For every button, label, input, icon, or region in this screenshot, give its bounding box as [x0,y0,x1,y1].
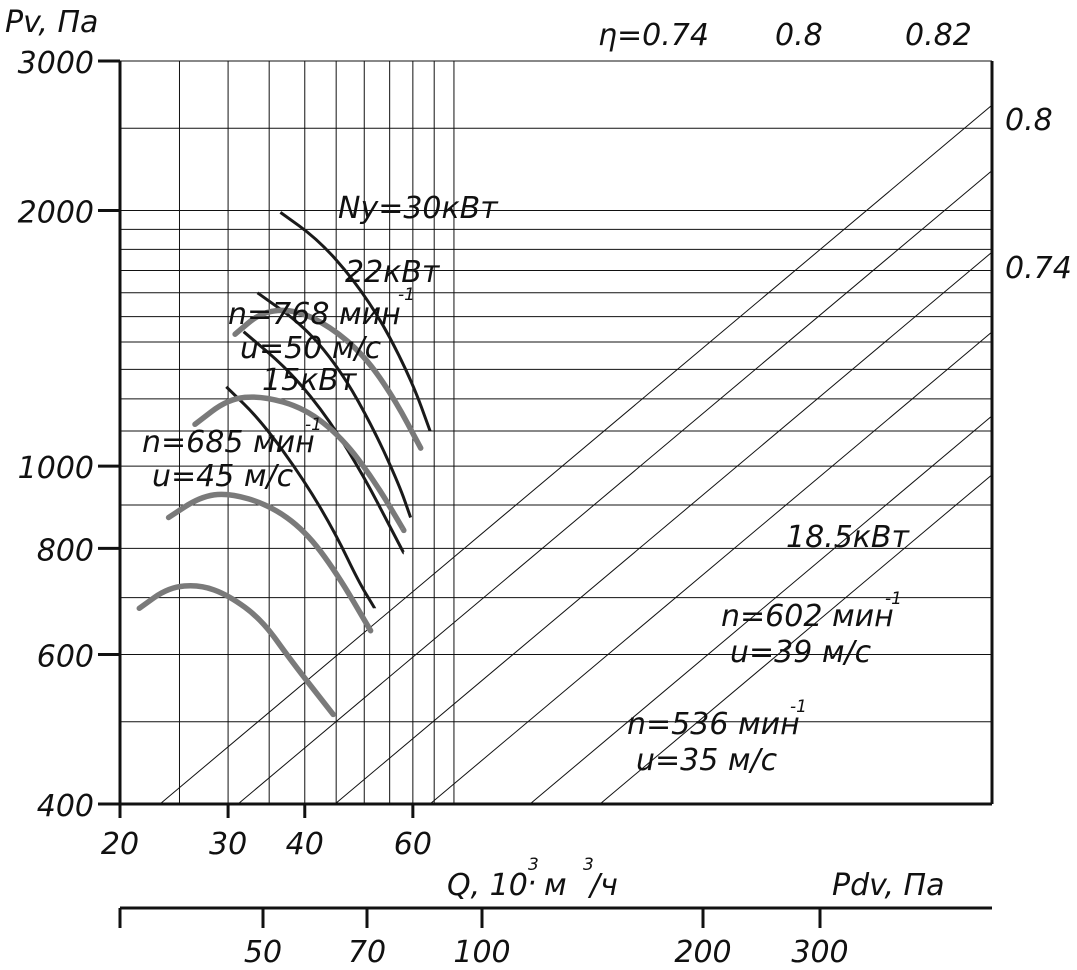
x-label-suffix: /ч [587,868,618,903]
y-tick-label-1000: 1000 [18,451,94,486]
secondary-axis-label: Pdv, Па [832,868,944,903]
x-tick-label-30: 30 [209,827,247,862]
speed-label-536-u: u=35 м/с [636,743,778,778]
x-label-mid: м [544,868,567,903]
efficiency-line-4 [429,331,993,805]
speed-label-768-n: n=768 мин [228,297,401,332]
speed-label-685-exp: -1 [305,415,322,435]
x-label-prefix: Q, 10 [447,868,528,903]
speed-label-685-n: n=685 мин [142,425,315,460]
eff-label-082-top: 0.82 [905,18,972,53]
eff-label-08-right: 0.8 [1005,103,1053,138]
eff-label-074-top: η=0.74 [598,18,709,53]
speed-label-685-u: u=45 м/с [152,459,294,494]
speed-curve-0 [232,307,424,451]
x-tick-label-40: 40 [286,827,324,862]
secondary-tick-label-100: 100 [453,935,510,970]
data-curves [136,211,432,718]
power-label-30: Ny=30кВт [338,191,499,226]
x-label-exp2: 3 [583,855,594,875]
efficiency-lines [159,104,993,805]
speed-label-602-exp: -1 [885,589,902,609]
eff-label-074-right: 0.74 [1005,251,1072,286]
efficiency-line-5 [529,415,993,805]
speed-label-536-exp: -1 [790,697,807,717]
x-axis-label: Q, 10 3 · м 3 /ч [447,855,618,903]
speed-label-602: n=602 мин -1 u=39 м/с [721,589,902,670]
y-tick-label-800: 800 [37,533,94,568]
eff-label-08-top: 0.8 [775,18,823,53]
speed-label-768-exp: -1 [398,285,415,305]
speed-label-768-u: u=50 м/с [240,331,382,366]
x-label-dot: · [527,866,537,901]
x-tick-label-60: 60 [394,827,432,862]
y-tick-label-600: 600 [37,639,94,674]
speed-curve-1 [192,394,407,534]
efficiency-line-6 [599,474,993,805]
power-curve-0 [279,211,432,432]
speed-curve-3 [136,583,336,718]
secondary-tick-label-300: 300 [791,935,848,970]
y-tick-label-3000: 3000 [18,46,94,81]
speed-label-685: n=685 мин -1 u=45 м/с [142,415,322,494]
speed-label-602-u: u=39 м/с [730,635,872,670]
secondary-tick-label-50: 50 [244,935,282,970]
y-tick-label-400: 400 [37,789,94,824]
secondary-tick-label-70: 70 [348,935,386,970]
axes [118,61,994,928]
y-axis-label: Pv, Па [5,5,98,40]
speed-label-536: n=536 мин -1 u=35 м/с [627,697,807,778]
efficiency-line-1 [159,104,993,805]
speed-label-768: n=768 мин -1 u=50 м/с [228,285,415,366]
efficiency-line-2 [237,170,993,805]
speed-label-536-n: n=536 мин [627,707,800,742]
secondary-tick-label-200: 200 [674,935,731,970]
speed-label-602-n: n=602 мин [721,599,894,634]
power-curve-3 [225,385,377,610]
efficiency-line-3 [334,251,993,805]
power-label-185: 18.5кВт [786,520,910,555]
power-label-22: 22кВт [345,255,441,290]
x-label-exp1: 3 [528,855,539,875]
y-tick-label-2000: 2000 [18,196,94,231]
power-label-15: 15кВт [262,363,358,398]
x-tick-label-20: 20 [101,827,139,862]
speed-curve-2 [165,491,374,634]
